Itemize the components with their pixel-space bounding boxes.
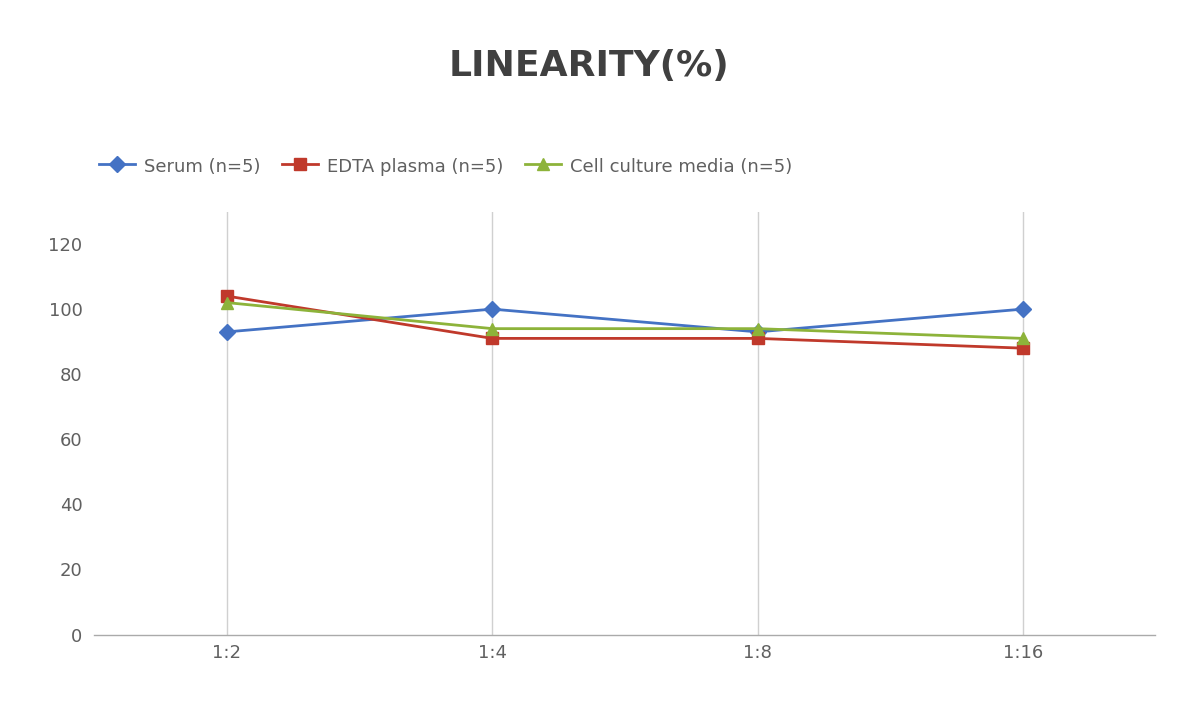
Serum (n=5) <box>486 305 500 313</box>
Serum (n=5) <box>751 328 765 336</box>
Cell culture media (n=5) <box>486 324 500 333</box>
Line: Cell culture media (n=5): Cell culture media (n=5) <box>222 297 1028 344</box>
Cell culture media (n=5) <box>220 298 235 307</box>
Cell culture media (n=5) <box>751 324 765 333</box>
Line: Serum (n=5): Serum (n=5) <box>222 304 1028 338</box>
Text: LINEARITY(%): LINEARITY(%) <box>449 49 730 83</box>
Serum (n=5) <box>220 328 235 336</box>
Line: EDTA plasma (n=5): EDTA plasma (n=5) <box>222 290 1028 354</box>
EDTA plasma (n=5) <box>751 334 765 343</box>
Serum (n=5) <box>1016 305 1030 313</box>
Legend: Serum (n=5), EDTA plasma (n=5), Cell culture media (n=5): Serum (n=5), EDTA plasma (n=5), Cell cul… <box>92 150 799 183</box>
EDTA plasma (n=5) <box>486 334 500 343</box>
Cell culture media (n=5) <box>1016 334 1030 343</box>
EDTA plasma (n=5) <box>1016 344 1030 352</box>
EDTA plasma (n=5) <box>220 292 235 300</box>
